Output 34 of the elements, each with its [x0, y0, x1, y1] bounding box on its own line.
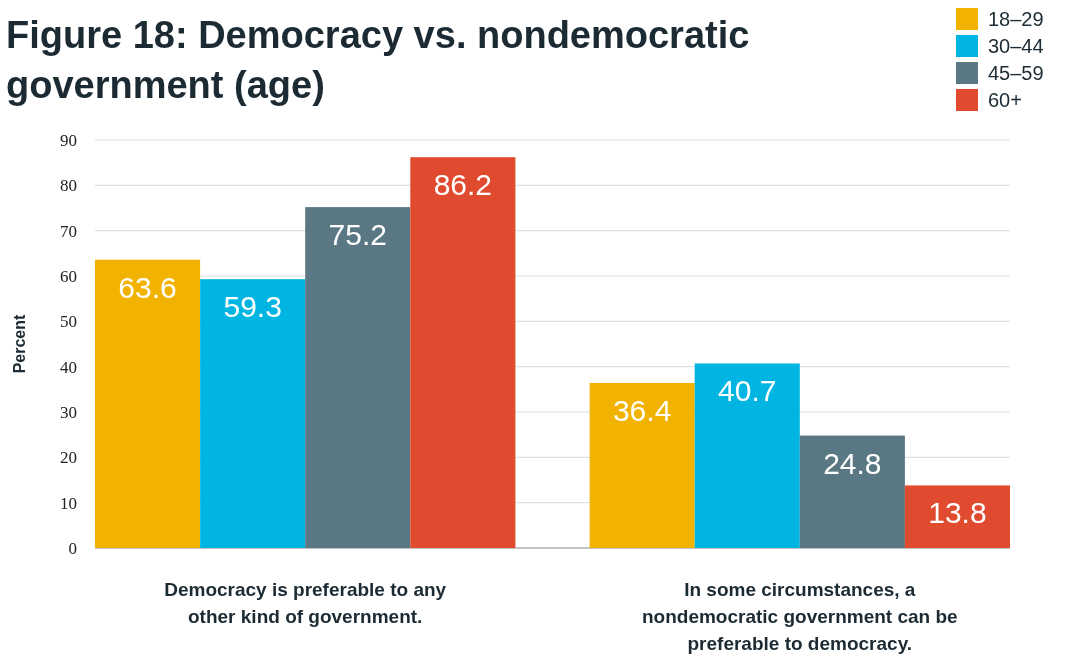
- legend-label: 30–44: [988, 35, 1044, 57]
- y-tick-label: 90: [60, 130, 77, 150]
- y-tick-label: 50: [60, 312, 77, 332]
- data-label: 59.3: [223, 290, 282, 324]
- x-tick-label: Democracy is preferable to any other kind of government.: [164, 579, 447, 627]
- y-tick-label: 70: [60, 221, 77, 241]
- legend-label: 18–29: [988, 8, 1044, 30]
- legend-label: 45–59: [988, 62, 1044, 84]
- y-tick-label: 80: [60, 176, 77, 196]
- y-tick-label: 0: [68, 538, 77, 558]
- data-label: 63.6: [118, 270, 177, 304]
- y-tick-label: 20: [60, 448, 77, 468]
- bar: [799, 435, 905, 548]
- bar: [694, 363, 800, 548]
- bar: [410, 157, 516, 548]
- bar: [95, 259, 201, 548]
- bar: [904, 485, 1010, 548]
- bar: [589, 382, 695, 548]
- data-label: 13.8: [928, 496, 987, 530]
- y-tick-label: 30: [60, 402, 77, 422]
- x-tick-label: In some circumstances, a nondemocratic government can be preferable to democracy.: [641, 579, 958, 654]
- bar: [200, 279, 306, 548]
- data-label: 40.7: [718, 374, 777, 408]
- y-axis-title: Percent: [11, 313, 28, 374]
- y-tick-label: 40: [60, 357, 77, 377]
- legend-label: 60+: [988, 89, 1022, 111]
- y-tick-label: 10: [60, 493, 77, 513]
- data-label: 24.8: [823, 446, 882, 480]
- bar: [305, 207, 411, 548]
- chart-title: Figure 18: Democracy vs. nondemocratic government (age): [6, 14, 750, 106]
- data-label: 86.2: [433, 168, 493, 202]
- y-tick-label: 60: [60, 266, 77, 286]
- data-label: 75.2: [328, 218, 387, 252]
- data-label: 36.4: [612, 393, 672, 427]
